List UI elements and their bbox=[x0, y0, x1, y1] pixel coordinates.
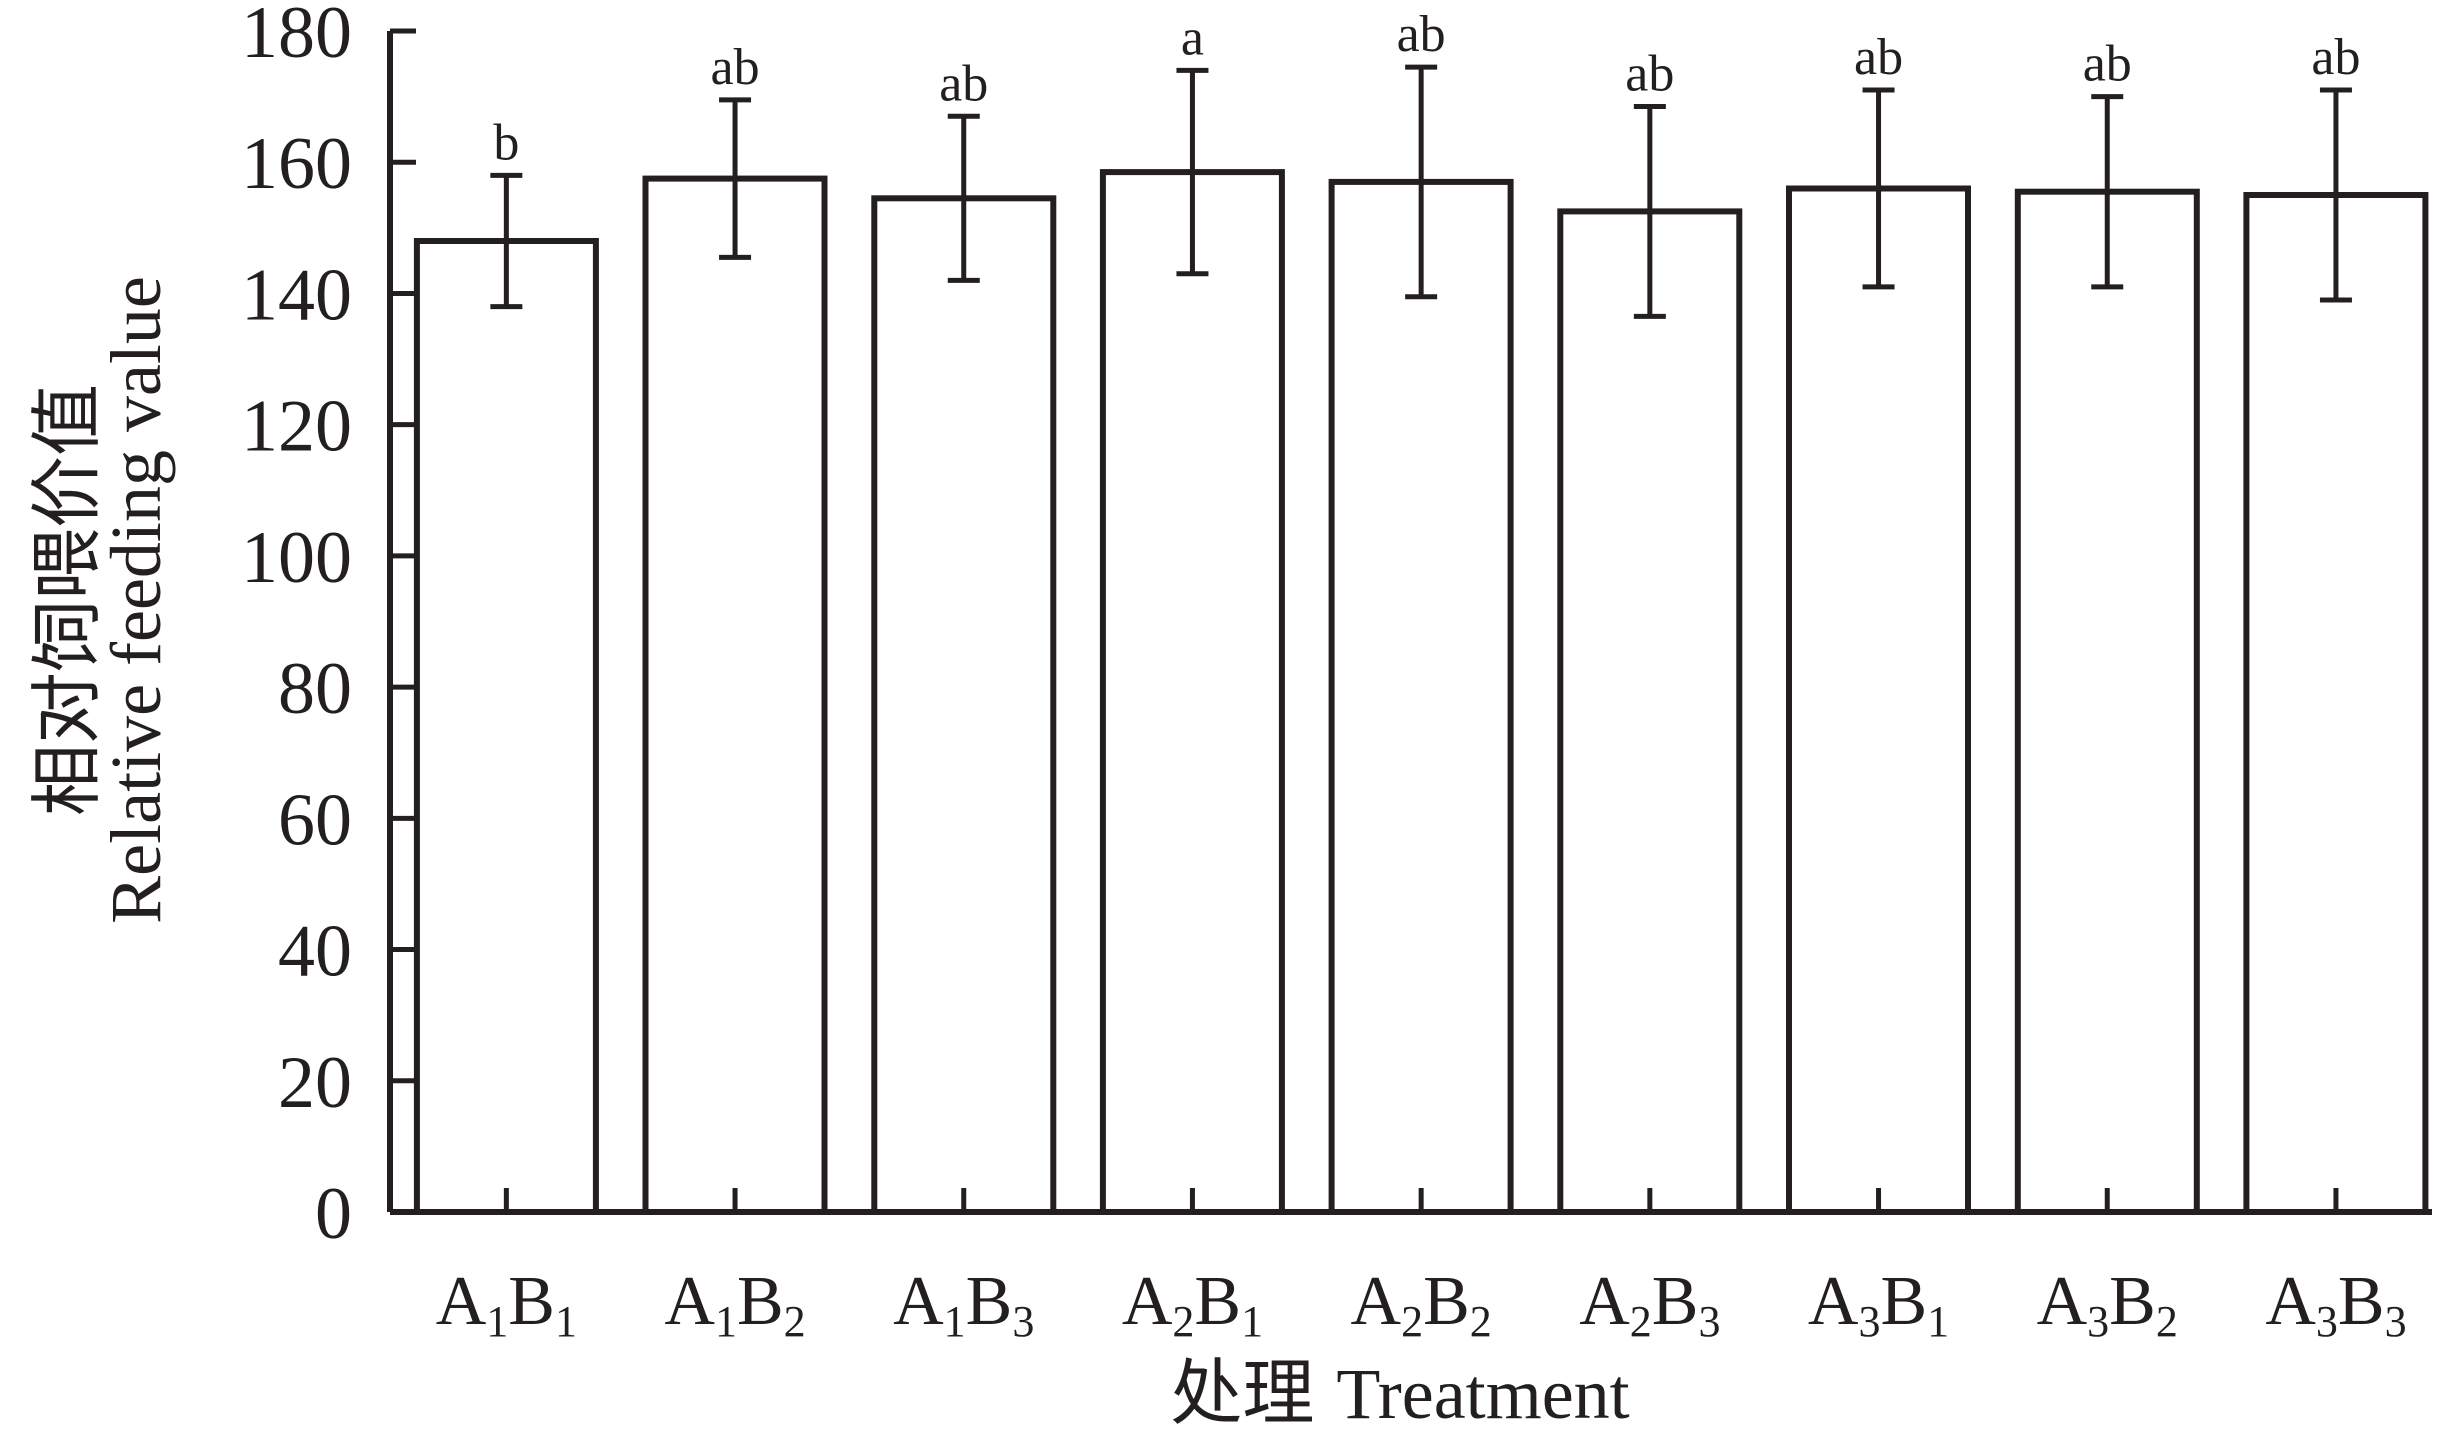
subscript: 3 bbox=[2385, 1297, 2407, 1346]
label-letter: A bbox=[664, 1263, 715, 1340]
label-letter: B bbox=[1423, 1263, 1470, 1340]
y-axis-label-chinese: 相对饲喂价值 bbox=[28, 384, 108, 816]
label-letter: B bbox=[2338, 1263, 2385, 1340]
x-tick-label: A1B2 bbox=[664, 1263, 805, 1346]
y-tick-label: 80 bbox=[278, 648, 352, 730]
label-letter: A bbox=[893, 1263, 944, 1340]
subscript: 3 bbox=[2087, 1297, 2109, 1346]
bars-layer bbox=[413, 169, 2429, 1216]
x-axis-label: 处理 Treatment bbox=[1170, 1354, 1629, 1434]
label-letter: B bbox=[508, 1263, 555, 1340]
y-tick-label: 140 bbox=[241, 254, 352, 336]
x-tick-labels-layer: A1B1 A1B2 A1B3 A2B1 A2B2 A2B3 A3B1 A3B2 A3B3 bbox=[436, 1263, 2407, 1346]
label-letter: B bbox=[1880, 1263, 1927, 1340]
label-letter: A bbox=[436, 1263, 487, 1340]
bar bbox=[871, 195, 1057, 1216]
significance-label: a bbox=[1181, 9, 1204, 66]
subscript: 3 bbox=[1012, 1297, 1034, 1346]
label-letter: B bbox=[737, 1263, 784, 1340]
subscript: 1 bbox=[555, 1297, 577, 1346]
bar bbox=[413, 238, 599, 1215]
y-tick-label: 100 bbox=[241, 517, 352, 599]
label-letter: B bbox=[966, 1263, 1013, 1340]
bar bbox=[2243, 192, 2429, 1215]
bar bbox=[1786, 185, 1971, 1215]
significance-label: ab bbox=[1397, 6, 1446, 63]
x-tick-label: A3B2 bbox=[2037, 1263, 2178, 1346]
bar bbox=[2014, 188, 2200, 1215]
y-tick-label: 0 bbox=[315, 1173, 352, 1255]
label-letter: A bbox=[2037, 1263, 2088, 1340]
bar bbox=[642, 175, 828, 1216]
axes-layer bbox=[387, 31, 2432, 1215]
y-tick-label: 180 bbox=[241, 0, 352, 74]
x-tick-label: A3B1 bbox=[1808, 1263, 1949, 1346]
x-tick-label: A2B1 bbox=[1122, 1263, 1263, 1346]
y-ticks-layer: 0 20 40 60 80 100 120 140 160 180 bbox=[241, 0, 416, 1255]
significance-labels-layer: b ab ab a ab ab ab ab ab bbox=[493, 6, 2360, 171]
significance-label: b bbox=[493, 114, 519, 171]
y-tick-label: 20 bbox=[278, 1042, 352, 1124]
significance-label: ab bbox=[1625, 45, 1674, 102]
y-tick-label: 120 bbox=[241, 386, 352, 468]
label-letter: A bbox=[1122, 1263, 1173, 1340]
label-letter: B bbox=[1194, 1263, 1241, 1340]
significance-label: ab bbox=[2083, 36, 2132, 93]
significance-label: ab bbox=[711, 39, 760, 96]
error-bars-layer bbox=[490, 64, 2352, 319]
x-tick-label: A2B3 bbox=[1579, 1263, 1720, 1346]
subscript: 2 bbox=[1630, 1297, 1652, 1346]
x-tick-label: A1B1 bbox=[436, 1263, 577, 1346]
bar bbox=[1099, 169, 1285, 1216]
label-letter: B bbox=[2109, 1263, 2156, 1340]
x-axis-label-english: Treatment bbox=[1336, 1354, 1629, 1434]
label-letter: A bbox=[2265, 1263, 2316, 1340]
x-tick-label: A2B2 bbox=[1351, 1263, 1492, 1346]
significance-label: ab bbox=[1854, 29, 1903, 86]
subscript: 2 bbox=[1470, 1297, 1492, 1346]
y-tick-label: 160 bbox=[241, 123, 352, 205]
subscript: 2 bbox=[1172, 1297, 1194, 1346]
subscript: 2 bbox=[2156, 1297, 2178, 1346]
label-letter: A bbox=[1351, 1263, 1402, 1340]
x-axis-label-chinese: 处理 bbox=[1170, 1354, 1314, 1434]
y-axis-label-english: Relative feeding value bbox=[96, 276, 176, 924]
significance-label: ab bbox=[2311, 29, 2360, 86]
label-letter: A bbox=[1808, 1263, 1859, 1340]
subscript: 3 bbox=[1698, 1297, 1720, 1346]
subscript: 2 bbox=[1401, 1297, 1423, 1346]
label-letter: B bbox=[1652, 1263, 1699, 1340]
subscript: 1 bbox=[1241, 1297, 1263, 1346]
subscript: 1 bbox=[1927, 1297, 1949, 1346]
label-letter: A bbox=[1579, 1263, 1630, 1340]
bar bbox=[1328, 178, 1514, 1215]
y-tick-label: 40 bbox=[278, 911, 352, 993]
y-tick-label: 60 bbox=[278, 779, 352, 861]
significance-label: ab bbox=[939, 55, 988, 112]
subscript: 1 bbox=[715, 1297, 737, 1346]
subscript: 2 bbox=[784, 1297, 806, 1346]
bar bbox=[1557, 208, 1743, 1215]
subscript: 1 bbox=[944, 1297, 966, 1346]
subscript: 3 bbox=[2316, 1297, 2338, 1346]
x-tick-label: A1B3 bbox=[893, 1263, 1034, 1346]
subscript: 1 bbox=[486, 1297, 508, 1346]
subscript: 3 bbox=[1858, 1297, 1880, 1346]
x-tick-label: A3B3 bbox=[2265, 1263, 2406, 1346]
